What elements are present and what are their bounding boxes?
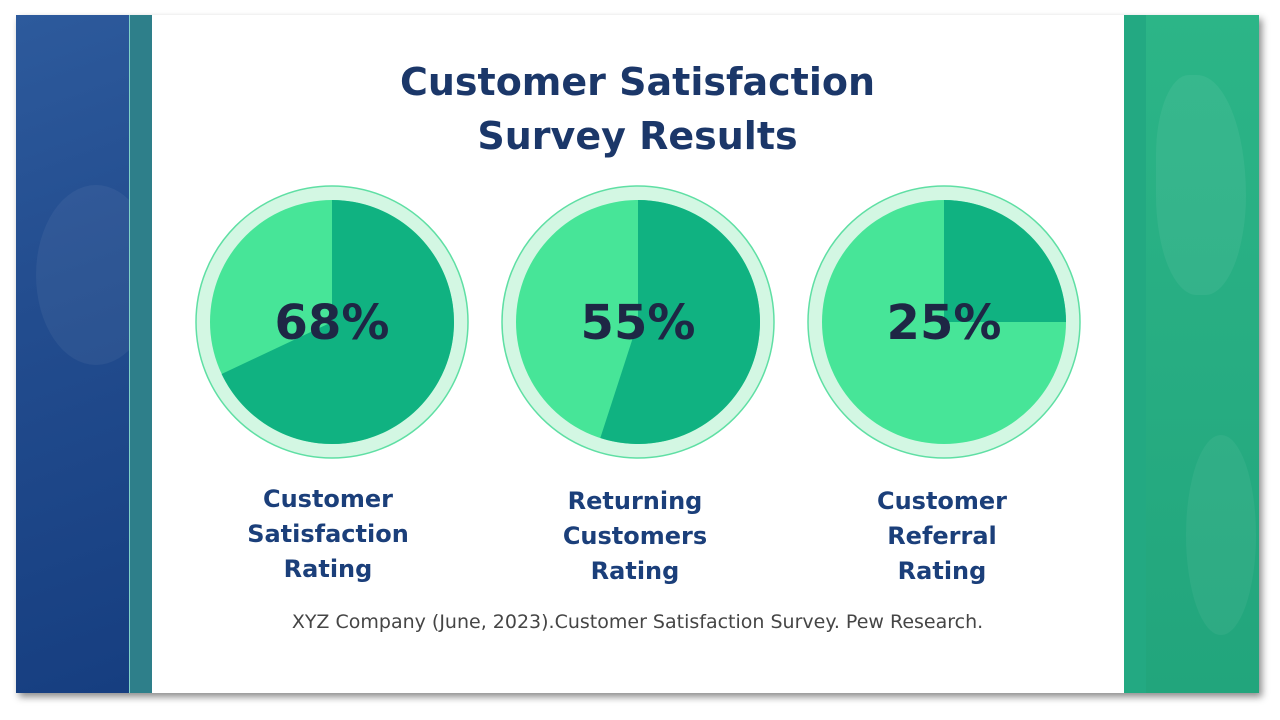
label-line: Referral (887, 522, 997, 550)
label-line: Customer (262, 485, 394, 513)
title-line-1: Customer Satisfaction (399, 60, 876, 104)
pie-value-slice-customer-satisfaction (221, 200, 454, 444)
label-line: Satisfaction (247, 520, 409, 548)
label-line: Rating (283, 555, 373, 583)
slide: Customer Satisfaction Survey Results 68%… (16, 15, 1259, 693)
pie-value-slice-returning-customers (600, 200, 760, 444)
label-line: Customer (876, 487, 1008, 515)
source-citation: XYZ Company (June, 2023).Customer Satisf… (291, 611, 984, 633)
label-line: Rating (590, 557, 680, 585)
label-line: Rating (897, 557, 987, 585)
label-line: Customers (562, 522, 708, 550)
pie-label-customer-satisfaction: Customer Satisfaction Rating (208, 482, 448, 587)
pie-value-label-customer-satisfaction: 68% (275, 295, 390, 351)
label-line: Returning (567, 487, 703, 515)
page-title: Customer Satisfaction Survey Results (151, 55, 1124, 163)
right-decor-panel (1146, 15, 1259, 693)
title-line-2: Survey Results (477, 114, 798, 158)
pie-label-customer-referral: Customer Referral Rating (822, 484, 1062, 589)
pie-value-label-returning-customers: 55% (581, 295, 696, 351)
pie-value-label-customer-referral: 25% (887, 295, 1002, 351)
pie-charts: 68% 55% 25% (195, 185, 1081, 459)
pie-value-slice-customer-referral (944, 200, 1066, 322)
pie-label-returning-customers: Returning Customers Rating (515, 484, 755, 589)
left-accent-strip (129, 15, 152, 693)
